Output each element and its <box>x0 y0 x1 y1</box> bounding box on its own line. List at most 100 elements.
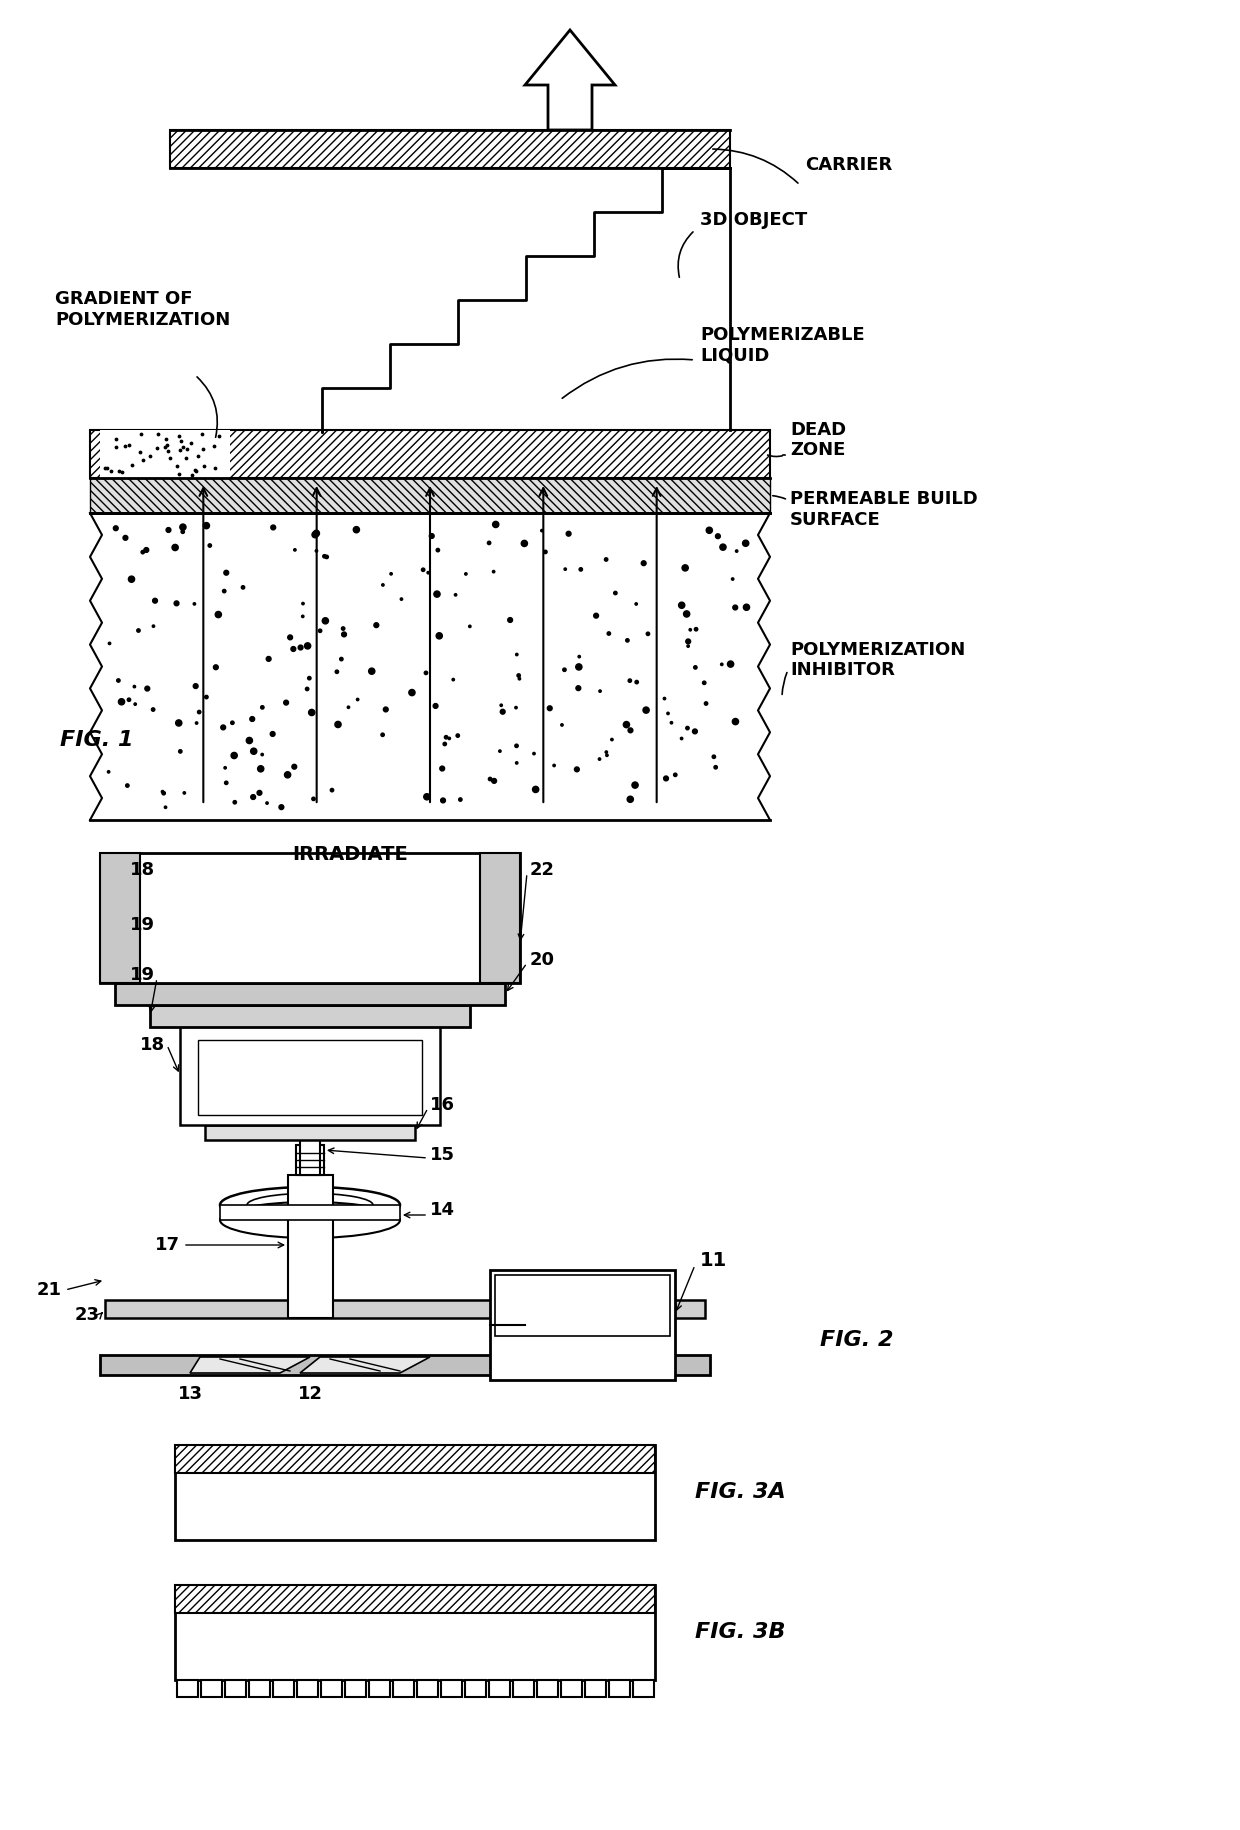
Point <box>108 666 128 695</box>
Polygon shape <box>560 1680 582 1696</box>
Point <box>567 754 587 783</box>
Point <box>492 697 512 727</box>
Point <box>134 445 154 474</box>
Polygon shape <box>490 1270 675 1380</box>
Text: POLYMERIZATION
INHIBITOR: POLYMERIZATION INHIBITOR <box>790 640 965 679</box>
Point <box>418 558 438 587</box>
Point <box>290 633 310 662</box>
Point <box>133 538 153 567</box>
Point <box>556 554 575 584</box>
Polygon shape <box>296 1680 317 1696</box>
Point <box>362 657 382 686</box>
Point <box>310 617 330 646</box>
Point <box>686 653 706 683</box>
Polygon shape <box>584 1680 605 1696</box>
Point <box>620 666 640 695</box>
Point <box>305 520 325 549</box>
Point <box>500 606 520 635</box>
Point <box>174 512 193 542</box>
Point <box>185 589 205 619</box>
Text: IRRADIATE: IRRADIATE <box>293 845 408 864</box>
Point <box>105 514 125 544</box>
Polygon shape <box>115 983 505 1005</box>
Point <box>118 770 138 800</box>
Point <box>196 511 216 540</box>
Point <box>507 732 527 761</box>
Point <box>177 436 197 465</box>
Point <box>156 430 176 459</box>
Point <box>196 683 216 712</box>
Point <box>366 611 386 640</box>
Text: CARRIER: CARRIER <box>805 156 893 174</box>
Polygon shape <box>100 430 229 478</box>
Point <box>122 564 141 593</box>
Point <box>486 511 506 540</box>
Point <box>460 611 480 640</box>
Point <box>190 697 210 727</box>
Point <box>99 630 119 659</box>
Point <box>507 640 527 670</box>
Point <box>655 684 675 714</box>
Point <box>136 536 156 565</box>
Point <box>138 673 157 703</box>
Point <box>684 717 704 747</box>
Text: FIG. 3B: FIG. 3B <box>694 1623 785 1643</box>
Point <box>626 668 646 697</box>
Point <box>694 668 714 697</box>
Text: 23: 23 <box>74 1307 100 1323</box>
Point <box>298 673 317 703</box>
Point <box>658 699 678 728</box>
Point <box>436 723 456 752</box>
Point <box>620 785 640 814</box>
Point <box>381 560 401 589</box>
Text: 21: 21 <box>37 1281 62 1299</box>
Point <box>205 454 224 483</box>
Polygon shape <box>91 512 770 820</box>
Text: 18: 18 <box>130 860 155 878</box>
Point <box>125 690 145 719</box>
Point <box>129 617 149 646</box>
Point <box>122 450 141 479</box>
Point <box>304 785 324 814</box>
Point <box>450 785 470 814</box>
Text: 16: 16 <box>430 1096 455 1114</box>
Point <box>526 774 546 803</box>
Point <box>257 789 277 818</box>
Point <box>105 432 125 461</box>
Point <box>165 533 185 562</box>
Point <box>435 730 455 759</box>
Point <box>306 518 326 547</box>
Point <box>696 688 715 717</box>
Point <box>392 584 412 613</box>
Polygon shape <box>150 1005 470 1027</box>
Point <box>299 664 319 694</box>
Point <box>167 452 187 481</box>
Polygon shape <box>489 1680 510 1696</box>
Point <box>170 737 190 767</box>
Point <box>445 580 465 609</box>
Point <box>704 743 724 772</box>
Polygon shape <box>300 1358 430 1372</box>
Point <box>159 516 179 545</box>
Polygon shape <box>440 1680 461 1696</box>
Point <box>316 542 336 571</box>
Point <box>589 745 609 774</box>
Point <box>334 613 353 642</box>
Polygon shape <box>175 1585 655 1680</box>
Point <box>239 727 259 756</box>
Point <box>233 573 253 602</box>
Point <box>315 542 335 571</box>
Point <box>115 523 135 553</box>
Point <box>720 650 740 679</box>
Point <box>293 589 312 619</box>
Point <box>144 611 164 640</box>
Point <box>596 737 616 767</box>
Polygon shape <box>273 1680 294 1696</box>
Point <box>315 606 335 635</box>
Point <box>216 754 236 783</box>
Polygon shape <box>176 1680 197 1696</box>
Polygon shape <box>248 1680 269 1696</box>
Text: 18: 18 <box>140 1036 165 1054</box>
Point <box>544 750 564 780</box>
Point <box>216 558 236 587</box>
